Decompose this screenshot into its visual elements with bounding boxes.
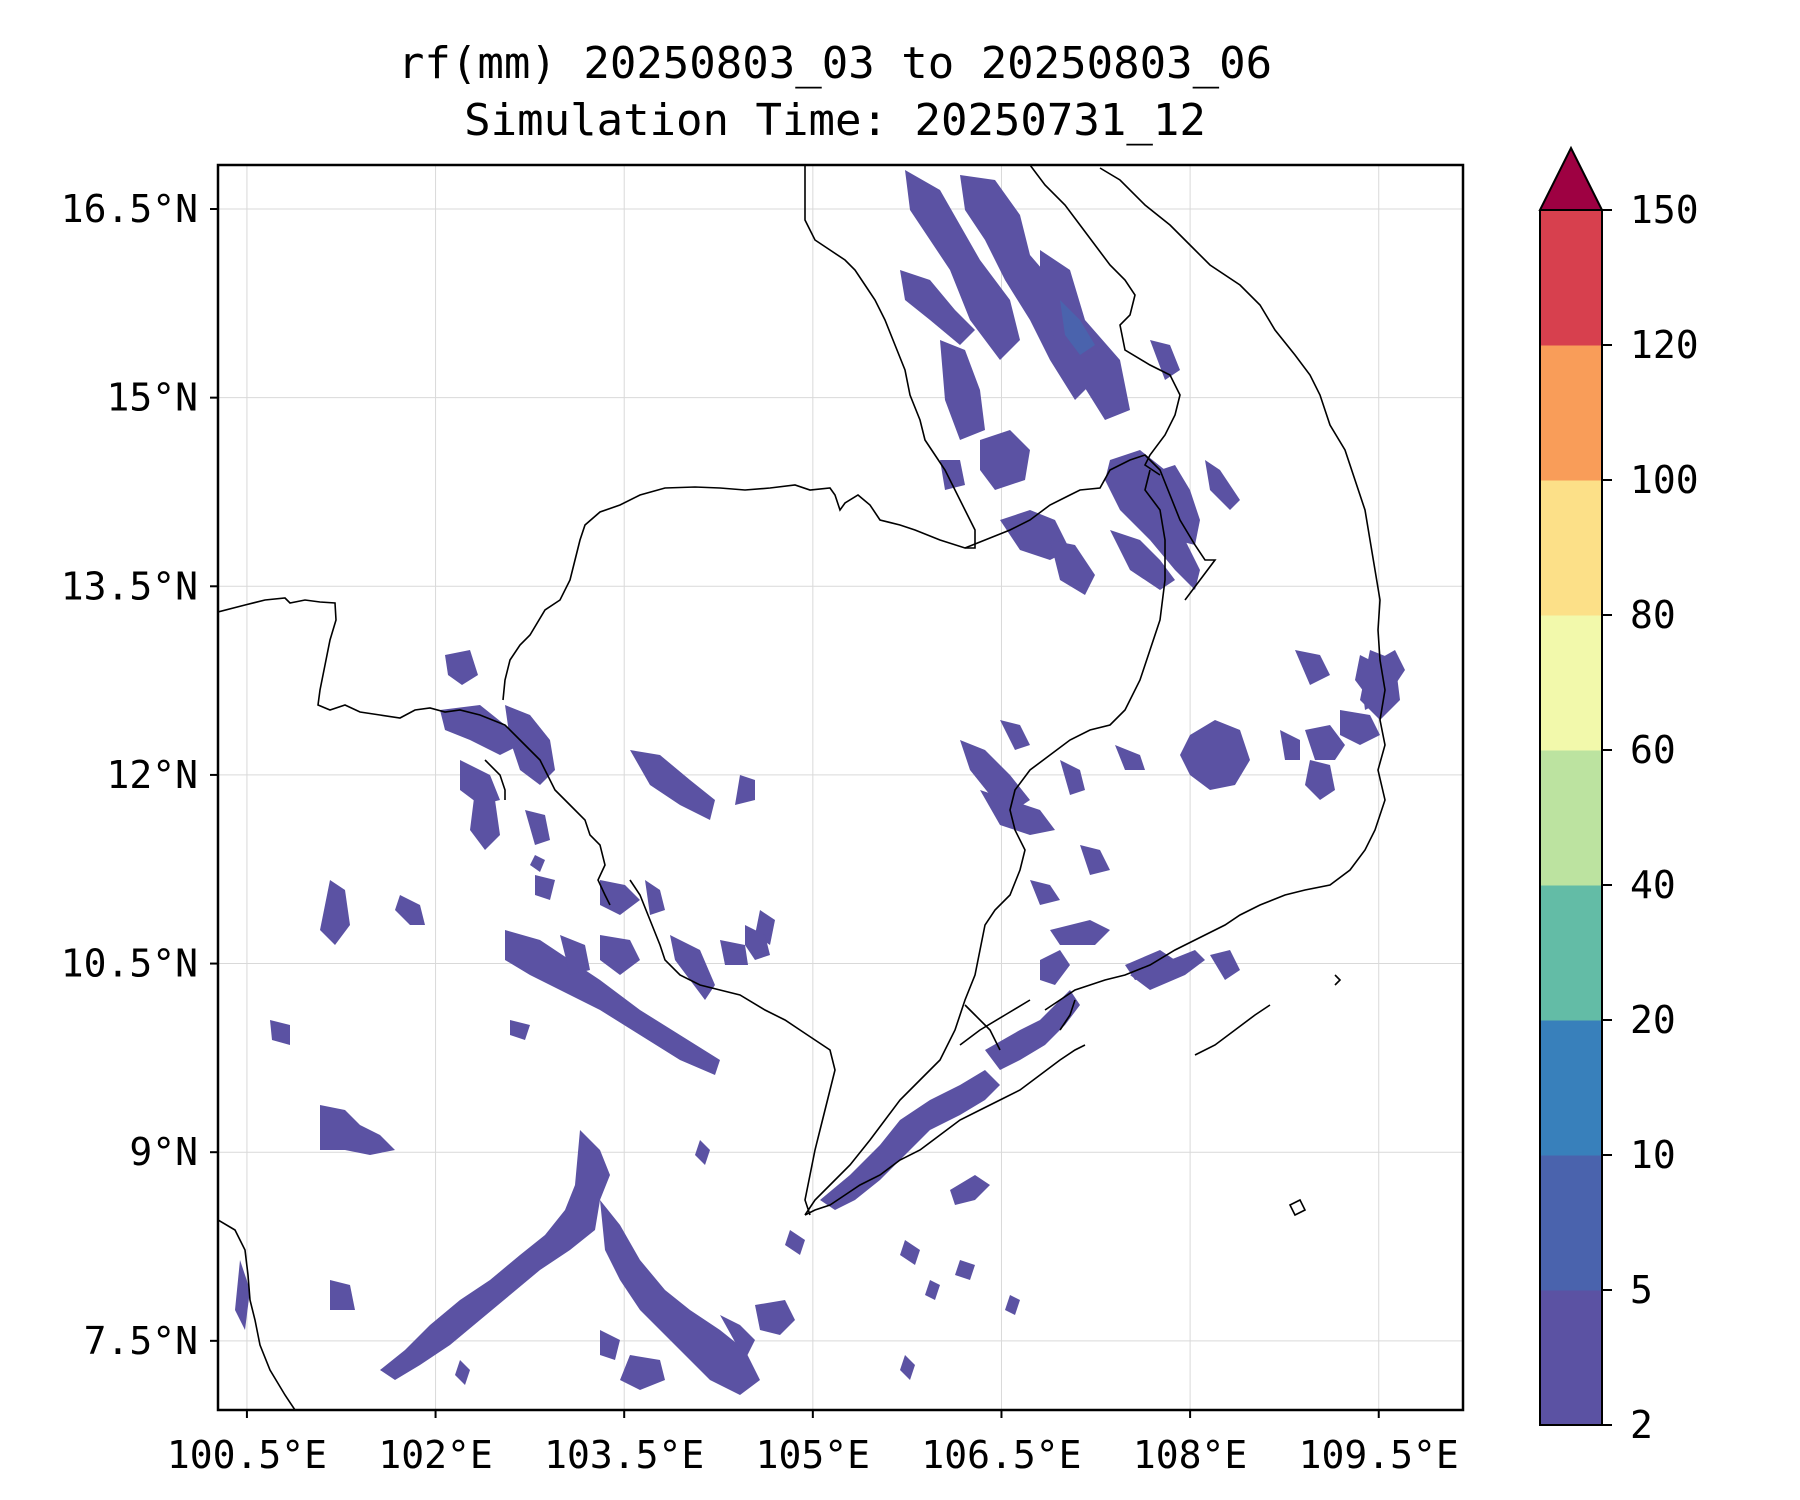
lat-tick-label: 16.5°N <box>61 187 198 231</box>
lon-tick-label: 106.5°E <box>921 1433 1081 1477</box>
colorbar-tick-label: 10 <box>1630 1133 1676 1177</box>
lon-tick-label: 108°E <box>1133 1433 1247 1477</box>
lat-tick-label: 12°N <box>106 753 198 797</box>
map-frame <box>216 163 1465 1412</box>
lon-tick-label: 105°E <box>756 1433 870 1477</box>
colorbar-extend-arrow <box>1538 145 1604 211</box>
lat-tick-label: 9°N <box>129 1130 198 1174</box>
colorbar-segment <box>1540 1290 1602 1426</box>
colorbar-tick-label: 60 <box>1630 728 1676 772</box>
colorbar-outline <box>1539 210 1603 1426</box>
map-background <box>218 165 1463 1410</box>
colorbar-tick-label: 2 <box>1630 1403 1653 1447</box>
rainfall-field <box>235 170 1405 1395</box>
lon-tick-label: 100.5°E <box>167 1433 327 1477</box>
lat-tick-label: 10.5°N <box>61 942 198 986</box>
colorbar-segment <box>1540 345 1602 481</box>
lon-tick-labels: 100.5°E 102°E 103.5°E 105°E 106.5°E 108°E 109.… <box>167 1410 1459 1477</box>
colorbar-tick-label: 100 <box>1630 458 1699 502</box>
lon-tick-label: 103.5°E <box>544 1433 704 1477</box>
lon-tick-label: 102°E <box>378 1433 492 1477</box>
map-panel <box>216 163 1465 1412</box>
lat-tick-label: 7.5°N <box>84 1319 198 1363</box>
lat-tick-label: 15°N <box>106 376 198 420</box>
colorbar-tick-label: 120 <box>1630 323 1699 367</box>
colorbar-segment <box>1540 480 1602 616</box>
colorbar-tick-label: 40 <box>1630 863 1676 907</box>
colorbar-segment <box>1540 615 1602 751</box>
colorbar-tick-label: 20 <box>1630 998 1676 1042</box>
colorbar-tick-label: 5 <box>1630 1268 1653 1312</box>
colorbar-segment <box>1540 1155 1602 1291</box>
colorbar: 2 5 10 20 40 60 80 100 120 150 <box>1538 145 1699 1447</box>
chart-title-line1: rf(mm) 20250803_03 to 20250803_06 <box>398 38 1272 89</box>
lon-tick-label: 109.5°E <box>1299 1433 1459 1477</box>
colorbar-segment <box>1540 750 1602 886</box>
lat-tick-label: 13.5°N <box>61 564 198 608</box>
lat-tick-labels: 16.5°N 15°N 13.5°N 12°N 10.5°N 9°N 7.5°N <box>61 187 218 1363</box>
chart-title-line2: Simulation Time: 20250731_12 <box>464 95 1206 146</box>
colorbar-segment <box>1540 1020 1602 1156</box>
colorbar-tick-label: 80 <box>1630 593 1676 637</box>
colorbar-segment <box>1540 210 1602 346</box>
colorbar-tick-label: 150 <box>1630 188 1699 232</box>
colorbar-segment <box>1540 885 1602 1021</box>
coastlines <box>218 165 1386 1410</box>
